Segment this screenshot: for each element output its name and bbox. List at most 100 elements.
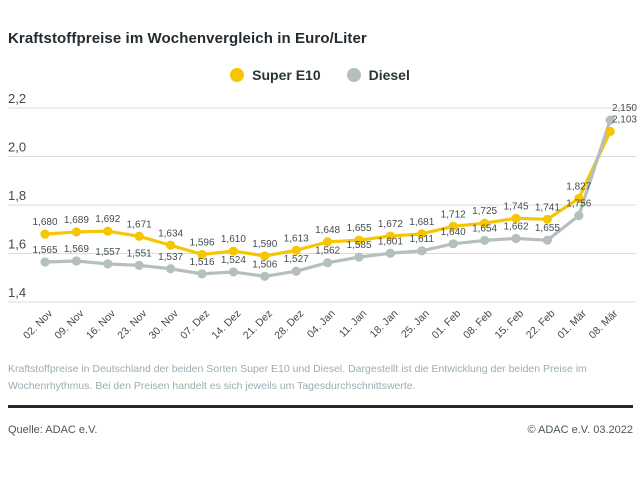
x-tick-label: 08. Feb xyxy=(461,308,495,342)
point-diesel xyxy=(166,264,176,274)
point-super-e10 xyxy=(103,226,113,236)
value-label-super-e10: 1,648 xyxy=(315,225,340,236)
value-label-super-e10: 1,827 xyxy=(566,181,591,192)
x-tick-label: 09. Nov xyxy=(52,307,87,342)
point-diesel xyxy=(542,235,553,245)
x-tick-label: 02. Nov xyxy=(21,307,56,342)
point-diesel xyxy=(103,259,113,269)
point-super-e10 xyxy=(605,126,615,137)
point-super-e10 xyxy=(291,245,301,255)
point-super-e10 xyxy=(448,221,458,231)
copyright: © ADAC e.V. 03.2022 xyxy=(527,424,633,436)
x-tick-label: 11. Jan xyxy=(337,308,369,340)
value-label-diesel: 1,562 xyxy=(315,246,340,257)
value-label-super-e10: 1,689 xyxy=(64,215,89,226)
x-tick-label: 22. Feb xyxy=(524,308,558,342)
point-diesel xyxy=(228,267,238,277)
value-label-super-e10: 1,671 xyxy=(127,219,152,230)
value-label-super-e10: 1,596 xyxy=(189,237,214,248)
value-label-diesel: 1,524 xyxy=(221,255,246,266)
value-label-diesel: 1,585 xyxy=(346,240,371,251)
x-tick-label: 18. Jan xyxy=(368,308,401,341)
point-super-e10 xyxy=(480,218,490,228)
point-diesel xyxy=(448,239,458,249)
point-diesel xyxy=(291,266,301,276)
point-super-e10 xyxy=(323,237,333,247)
value-label-super-e10: 1,610 xyxy=(221,234,246,245)
x-tick-label: 14. Dez xyxy=(209,308,243,342)
value-label-diesel: 1,516 xyxy=(189,257,214,268)
x-tick-label: 04. Jan xyxy=(305,308,338,341)
point-super-e10 xyxy=(197,249,207,260)
point-super-e10 xyxy=(166,240,176,250)
value-label-diesel: 1,557 xyxy=(95,247,120,258)
value-label-super-e10: 1,741 xyxy=(535,202,560,213)
legend-item-diesel: Diesel xyxy=(346,67,410,83)
point-diesel xyxy=(511,233,521,244)
divider-rule xyxy=(8,405,633,408)
point-diesel xyxy=(134,260,144,270)
point-super-e10 xyxy=(40,229,50,239)
value-label-diesel: 1,611 xyxy=(410,234,435,245)
credits-row: Quelle: ADAC e.V. © ADAC e.V. 03.2022 xyxy=(8,424,633,436)
point-super-e10 xyxy=(385,231,395,241)
y-tick-label: 2,0 xyxy=(8,140,26,155)
chart-title: Kraftstoffpreise im Wochenvergleich in E… xyxy=(8,30,367,47)
value-label-super-e10: 1,725 xyxy=(472,206,497,217)
x-tick-label: 23. Nov xyxy=(115,307,150,342)
value-label-diesel: 1,506 xyxy=(252,259,277,270)
x-tick-label: 16. Nov xyxy=(84,307,119,342)
y-tick-label: 2,2 xyxy=(8,91,26,106)
x-tick-label: 08. Mär xyxy=(587,307,621,341)
x-tick-label: 15. Feb xyxy=(492,308,526,342)
value-label-diesel: 1,756 xyxy=(566,199,591,210)
value-label-super-e10: 1,745 xyxy=(503,201,528,212)
value-label-diesel: 1,655 xyxy=(535,223,560,234)
x-tick-label: 30. Nov xyxy=(147,307,182,342)
y-tick-label: 1,4 xyxy=(8,285,26,300)
x-tick-label: 01. Mär xyxy=(555,307,589,341)
chart-description: Kraftstoffpreise in Deutschland der beid… xyxy=(8,363,587,392)
point-diesel xyxy=(71,256,81,266)
y-tick-label: 1,6 xyxy=(8,237,26,252)
legend-dot-super-e10-icon xyxy=(230,68,245,82)
legend-label-super-e10: Super E10 xyxy=(252,67,321,83)
legend-dot-diesel-icon xyxy=(346,68,361,82)
point-diesel xyxy=(480,235,490,246)
value-label-diesel: 1,662 xyxy=(503,221,528,232)
value-label-super-e10: 1,680 xyxy=(32,217,57,228)
point-super-e10 xyxy=(228,246,238,256)
point-diesel xyxy=(40,257,50,267)
value-label-diesel: 2,150 xyxy=(612,103,637,114)
point-diesel xyxy=(260,271,270,281)
x-tick-label: 28. Dez xyxy=(272,308,306,342)
value-label-super-e10: 1,613 xyxy=(284,233,309,244)
point-super-e10 xyxy=(542,214,553,224)
point-diesel xyxy=(605,115,615,125)
point-diesel xyxy=(197,269,207,279)
value-label-super-e10: 1,712 xyxy=(441,209,466,220)
point-super-e10 xyxy=(574,193,584,204)
point-diesel xyxy=(323,258,333,268)
value-label-diesel: 1,551 xyxy=(127,248,152,259)
point-diesel xyxy=(354,252,364,262)
value-label-diesel: 1,527 xyxy=(284,254,309,265)
point-super-e10 xyxy=(260,251,270,261)
value-label-super-e10: 1,672 xyxy=(378,219,403,230)
value-label-diesel: 1,565 xyxy=(32,245,57,256)
value-label-diesel: 1,654 xyxy=(472,223,497,234)
source-credit: Quelle: ADAC e.V. xyxy=(8,424,98,436)
point-super-e10 xyxy=(511,213,521,223)
point-diesel xyxy=(385,248,395,258)
point-super-e10 xyxy=(134,231,144,241)
value-label-super-e10: 1,681 xyxy=(409,217,434,228)
x-tick-label: 21. Dez xyxy=(241,308,275,342)
value-label-super-e10: 1,655 xyxy=(346,223,371,234)
value-label-super-e10: 2,103 xyxy=(612,115,637,126)
point-diesel xyxy=(574,211,584,221)
legend-label-diesel: Diesel xyxy=(368,67,410,83)
value-label-diesel: 1,569 xyxy=(64,244,89,255)
point-super-e10 xyxy=(417,229,427,239)
